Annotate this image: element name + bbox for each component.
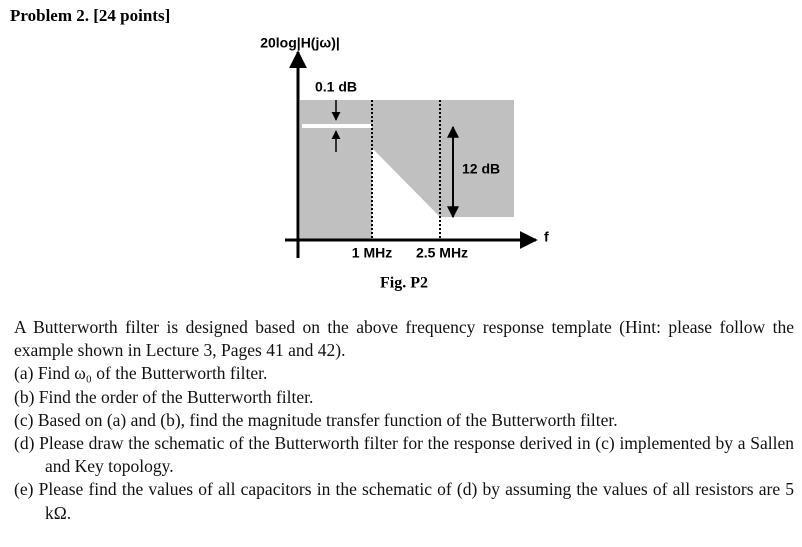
problem-body: A Butterworth filter is designed based o…: [14, 316, 794, 525]
f2-label: 2.5 MHz: [416, 245, 468, 261]
figure: 20log|H(jω)| 0.1 dB 12 dB 1 MHz 2.5 MHz …: [260, 35, 549, 292]
item-label: (e): [14, 479, 34, 500]
item-list: (a) Find ω₀ of the Butterworth filter. (b…: [14, 362, 794, 524]
intro: A Butterworth filter is designed based o…: [14, 317, 794, 361]
figure-caption: Fig. P2: [380, 275, 428, 292]
f1-label: 1 MHz: [352, 245, 392, 261]
item-label: (a): [14, 363, 34, 384]
stopband-region: [372, 100, 514, 217]
item-text: Please find the values of all capacitors…: [38, 479, 794, 523]
item: (d) Please draw the schematic of the But…: [14, 432, 794, 478]
item: (b) Find the order of the Butterworth fi…: [14, 386, 794, 409]
item: (e) Please find the values of all capaci…: [14, 478, 794, 524]
passband-region: [300, 100, 372, 240]
item: (a) Find ω₀ of the Butterworth filter.: [14, 362, 794, 385]
x-axis-label: f: [544, 229, 549, 245]
item-text: Based on (a) and (b), find the magnitude…: [37, 409, 618, 430]
item-label: (c): [14, 409, 34, 430]
item-text: Find the order of the Butterworth filter…: [38, 386, 314, 407]
y-axis-label: 20log|H(jω)|: [260, 35, 340, 51]
attenuation-label: 12 dB: [462, 161, 500, 177]
ripple-label: 0.1 dB: [315, 79, 357, 95]
item-label: (b): [14, 386, 35, 407]
item: (c) Based on (a) and (b), find the magni…: [14, 409, 794, 432]
item-label: (d): [14, 433, 35, 454]
item-text: Find ω₀ of the Butterworth filter.: [37, 363, 268, 384]
problem-title: Problem 2. [24 points]: [10, 6, 171, 25]
item-text: Please draw the schematic of the Butterw…: [39, 433, 795, 477]
